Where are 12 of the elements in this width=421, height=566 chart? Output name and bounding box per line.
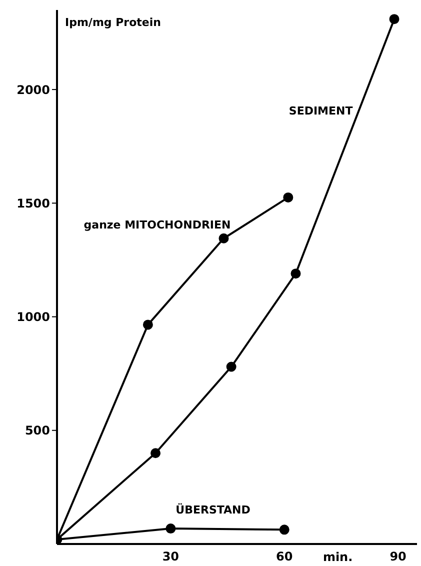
x-tick-label: 90 <box>390 550 406 564</box>
x-axis-title: min. <box>322 550 353 564</box>
y-tick-label: 1000 <box>16 310 50 324</box>
y-tick-label: 1500 <box>16 196 50 210</box>
series-label: ÜBERSTAND <box>176 502 250 517</box>
y-tick-label: 2000 <box>16 82 50 97</box>
series-label: ganze MITOCHONDRIEN <box>84 218 231 232</box>
x-tick-label: 30 <box>162 550 180 564</box>
y-tick-label: 500 <box>24 424 50 438</box>
x-tick-label: 60 <box>276 550 293 564</box>
y-axis-title: Ipm/mg Protein <box>65 16 161 29</box>
series-label: SEDIMENT <box>288 104 354 118</box>
